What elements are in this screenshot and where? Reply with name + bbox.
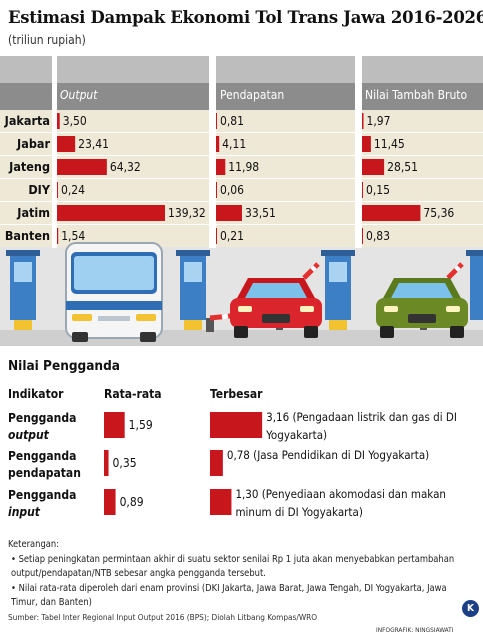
value-label: 0,21 [220,229,245,243]
multiplier-label: Pengganda output [8,411,77,442]
largest-bar [210,489,232,515]
bar-0-2 [57,159,107,175]
bar-1-0 [216,113,217,129]
value-label: 75,36 [423,206,455,220]
value-label: 0,83 [366,229,391,243]
value-label: 11,45 [373,137,405,151]
largest-description: 3,16 (Pengadaan listrik dan gas di DI Yo… [266,410,457,442]
average-bar [104,412,125,438]
average-bar [104,450,109,476]
multiplier-label: Pengganda pendapatan [8,449,81,480]
multiplier-header-average: Rata-rata [104,387,162,401]
bar-2-5 [362,228,363,244]
multiplier-label: Pengganda input [8,488,77,519]
column-header-output: Output [60,88,98,102]
multiplier-section-title: Nilai Pengganda [8,358,120,374]
notes: Keterangan: • Setiap peningkatan permint… [8,538,473,611]
value-label: 0,06 [220,183,245,197]
value-label: 0,15 [366,183,391,197]
region-label: Jateng [9,159,50,174]
bar-0-5 [57,228,59,244]
column-separators [52,56,362,248]
multiplier-header-indicator: Indikator [8,387,64,401]
column-header-pendapatan: Pendapatan [220,88,285,102]
bar-1-2 [216,159,226,175]
value-label: 64,32 [109,160,141,174]
bar-1-5 [216,228,217,244]
bus-icon [65,242,163,342]
page-title: Estimasi Dampak Ekonomi Tol Trans Jawa 2… [8,8,483,27]
bar-0-0 [57,113,60,129]
header-band [0,83,483,110]
bar-2-1 [362,136,371,152]
region-label: Jatim [17,205,50,220]
chart-graphics [0,56,483,346]
green-car-icon [376,278,468,338]
toll-booth-icon [6,250,40,330]
economic-impact-chart: Output Pendapatan Nilai Tambah Bruto Jak… [0,56,483,346]
value-label: 0,24 [61,183,86,197]
region-label: Banten [4,228,50,243]
infographic-credit: INFOGRAFIK: NINGSIAWATI [376,626,454,634]
source-text: Sumber: Tabel Inter Regional Input Outpu… [8,612,318,622]
red-car-icon [230,278,322,338]
bar-2-4 [362,205,421,221]
largest-description: 1,30 (Penyediaan akomodasi dan makan min… [235,487,446,519]
average-value: 0,35 [112,456,137,470]
largest-bar [210,450,223,476]
note-item: • Nilai rata-rata diperoleh dari enam pr… [11,583,447,608]
bar-2-2 [362,159,385,175]
average-value: 0,89 [119,495,144,509]
value-label: 3,50 [62,114,87,128]
notes-heading: Keterangan: [8,539,60,550]
value-label: 0,81 [220,114,245,128]
toll-booth-icon [176,250,210,330]
region-label: Jakarta [4,113,50,128]
value-label: 28,51 [387,160,418,174]
largest-bar [210,412,263,438]
bar-2-0 [362,113,364,129]
value-label: 139,32 [168,206,206,220]
value-label: 1,97 [366,114,391,128]
toll-scene-illustration [0,242,483,346]
average-value: 1,59 [128,418,153,432]
value-label: 4,11 [222,137,247,151]
largest-description: 0,78 (Jasa Pendidikan di DI Yogyakarta) [226,448,430,462]
note-item: • Setiap peningkatan permintaan akhir di… [11,554,455,579]
value-label: 11,98 [228,160,260,174]
bars-group [57,113,421,244]
multiplier-header-largest: Terbesar [210,387,263,401]
bar-0-1 [57,136,76,152]
bar-0-3 [57,182,58,198]
region-label: Jabar [17,136,50,151]
average-bar [104,489,116,515]
value-label: 1,54 [61,229,86,243]
bar-2-3 [362,182,363,198]
bar-1-1 [216,136,220,152]
toll-booth-icon [321,250,355,330]
value-label: 23,41 [78,137,110,151]
bar-1-4 [216,205,242,221]
toll-booth-icon [466,250,483,320]
value-label: 33,51 [244,206,276,220]
region-label: DIY [28,182,50,197]
page-subtitle: (triliun rupiah) [8,33,86,47]
column-header-ntb: Nilai Tambah Bruto [365,88,468,102]
bar-0-4 [57,205,165,221]
bar-1-3 [216,182,217,198]
kompas-logo: K [462,600,479,617]
header-band-top [0,56,483,83]
